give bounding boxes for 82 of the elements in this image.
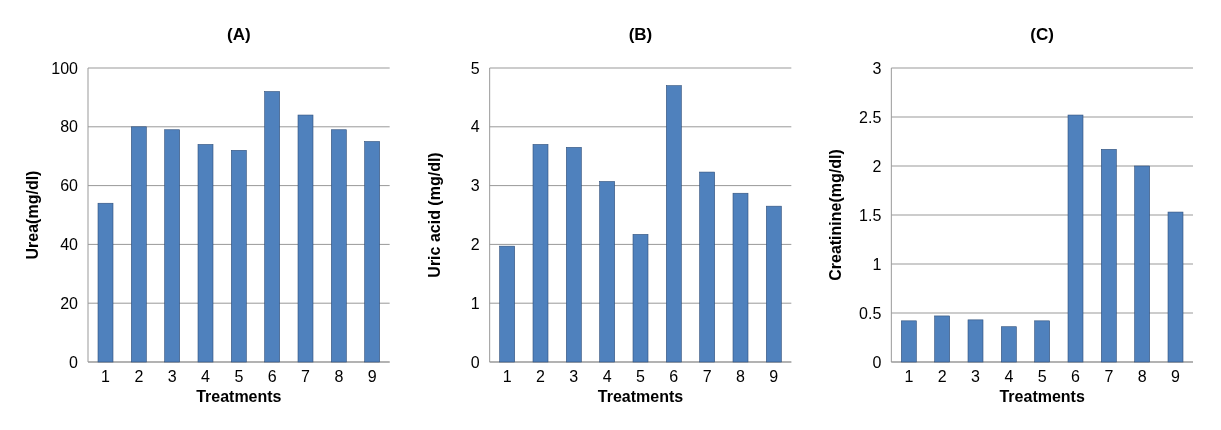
y-tick-label: 2 xyxy=(470,236,480,253)
x-tick-label: 4 xyxy=(1004,368,1014,385)
y-tick-label: 1 xyxy=(470,294,480,312)
y-tick-label: 0 xyxy=(872,353,882,371)
bar xyxy=(131,126,147,363)
x-tick-label: 8 xyxy=(1137,368,1147,385)
x-tick-label: 5 xyxy=(636,368,646,385)
x-tick-label: 1 xyxy=(904,368,914,385)
y-tick-label: 0 xyxy=(69,353,79,371)
x-tick-label: 2 xyxy=(937,368,947,385)
x-tick-label: 7 xyxy=(301,368,311,385)
bar xyxy=(766,205,782,363)
x-tick-label: 3 xyxy=(569,368,579,385)
y-tick-label: 3 xyxy=(872,59,882,77)
x-tick-label: 9 xyxy=(769,368,779,385)
bar xyxy=(967,319,984,363)
y-tick-label: 20 xyxy=(60,294,79,312)
x-axis-title: Treatments xyxy=(999,388,1085,405)
y-tick-label: 40 xyxy=(60,236,79,253)
y-axis-title: Urea(mg/dl) xyxy=(24,170,41,260)
y-tick-label: 0.5 xyxy=(859,304,882,322)
y-tick-label: 2 xyxy=(872,157,882,175)
y-tick-label: 4 xyxy=(470,118,480,136)
bar xyxy=(1034,320,1050,363)
bar xyxy=(599,181,615,363)
x-tick-label: 4 xyxy=(201,368,211,385)
y-axis-title: Uric acid (mg/dl) xyxy=(425,152,443,278)
bar xyxy=(264,91,280,363)
bar xyxy=(297,114,314,363)
x-tick-label: 1 xyxy=(101,368,111,385)
x-tick-label: 9 xyxy=(367,368,377,385)
bar xyxy=(1001,326,1017,363)
x-tick-label: 6 xyxy=(267,368,277,385)
bar xyxy=(699,171,715,363)
x-tick-label: 3 xyxy=(167,368,177,385)
x-tick-label: 6 xyxy=(669,368,679,385)
y-tick-label: 1.5 xyxy=(859,206,882,224)
x-tick-label: 1 xyxy=(502,368,512,385)
x-tick-label: 5 xyxy=(234,368,244,385)
bar xyxy=(934,315,950,363)
y-tick-label: 2.5 xyxy=(859,108,882,126)
bar xyxy=(231,150,247,363)
x-tick-label: 8 xyxy=(736,368,746,385)
bar xyxy=(97,202,114,363)
bar xyxy=(331,129,347,363)
x-tick-label: 9 xyxy=(1171,368,1181,385)
y-tick-label: 5 xyxy=(470,59,480,77)
x-tick-label: 8 xyxy=(334,368,344,385)
x-tick-label: 6 xyxy=(1071,368,1081,385)
chart-title: (B) xyxy=(628,25,653,44)
x-tick-label: 5 xyxy=(1037,368,1047,385)
bar xyxy=(1134,165,1150,363)
y-tick-label: 3 xyxy=(470,177,480,195)
bar xyxy=(499,245,515,363)
x-axis-title: Treatments xyxy=(196,388,282,405)
bar xyxy=(632,234,649,363)
y-axis-title: Creatinine(mg/dl) xyxy=(827,149,845,281)
bar xyxy=(566,147,582,363)
bar xyxy=(197,144,214,363)
x-tick-label: 2 xyxy=(536,368,546,385)
bar xyxy=(364,141,380,363)
x-tick-label: 3 xyxy=(971,368,981,385)
bar xyxy=(1067,114,1084,363)
x-tick-label: 2 xyxy=(134,368,144,385)
y-tick-label: 1 xyxy=(872,255,882,273)
bar xyxy=(666,85,682,363)
bar xyxy=(164,129,180,363)
bar xyxy=(1167,211,1184,363)
x-tick-label: 7 xyxy=(702,368,712,385)
bar xyxy=(732,192,749,363)
x-axis-title: Treatments xyxy=(597,388,684,405)
x-tick-label: 7 xyxy=(1104,368,1114,385)
y-tick-label: 80 xyxy=(60,118,79,136)
y-tick-label: 60 xyxy=(60,177,79,195)
bar xyxy=(1101,149,1117,363)
chart-title: (A) xyxy=(227,25,251,44)
bar xyxy=(532,144,549,363)
x-tick-label: 4 xyxy=(602,368,612,385)
y-tick-label: 100 xyxy=(51,59,79,77)
chart-title: (C) xyxy=(1030,25,1054,44)
bar xyxy=(901,320,917,363)
y-tick-label: 0 xyxy=(470,353,480,371)
